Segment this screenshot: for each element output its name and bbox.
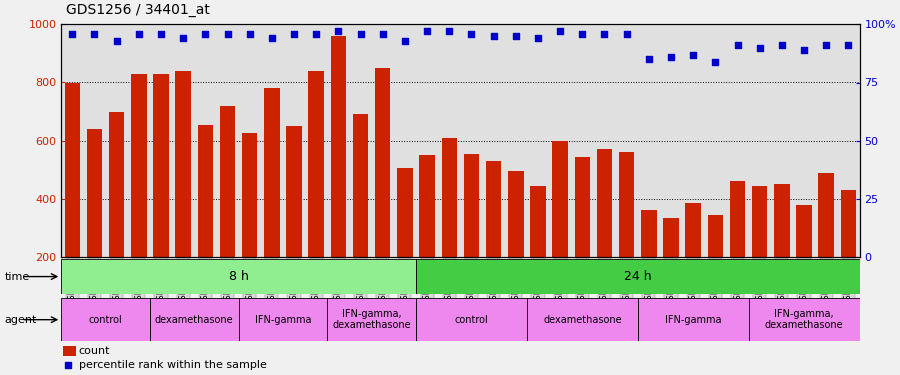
Bar bbox=[131, 74, 147, 257]
Bar bbox=[663, 217, 679, 257]
Text: IFN-gamma: IFN-gamma bbox=[665, 315, 722, 325]
Point bbox=[220, 31, 235, 37]
Point bbox=[531, 35, 545, 41]
Point bbox=[309, 31, 323, 37]
Bar bbox=[176, 71, 191, 257]
Point bbox=[198, 31, 212, 37]
Text: count: count bbox=[79, 346, 111, 356]
Bar bbox=[153, 74, 168, 257]
Bar bbox=[238, 298, 328, 341]
Bar bbox=[574, 157, 590, 257]
Point bbox=[598, 31, 612, 37]
Bar bbox=[796, 205, 812, 257]
Text: time: time bbox=[4, 272, 30, 282]
Text: 8 h: 8 h bbox=[229, 270, 248, 283]
Bar bbox=[619, 152, 634, 257]
Bar bbox=[150, 298, 238, 341]
Text: IFN-gamma,
dexamethasone: IFN-gamma, dexamethasone bbox=[332, 309, 411, 330]
Bar bbox=[416, 298, 526, 341]
Point bbox=[619, 31, 634, 37]
Bar bbox=[641, 210, 657, 257]
Text: IFN-gamma,
dexamethasone: IFN-gamma, dexamethasone bbox=[765, 309, 843, 330]
Point bbox=[708, 58, 723, 64]
Point bbox=[87, 31, 102, 37]
Text: percentile rank within the sample: percentile rank within the sample bbox=[79, 360, 266, 370]
Bar bbox=[242, 134, 257, 257]
Bar bbox=[328, 298, 416, 341]
Bar bbox=[730, 182, 745, 257]
Bar bbox=[375, 68, 391, 257]
Point bbox=[486, 33, 500, 39]
Bar bbox=[353, 114, 368, 257]
Bar bbox=[553, 141, 568, 257]
Bar bbox=[220, 106, 235, 257]
Point bbox=[287, 31, 302, 37]
Bar bbox=[61, 298, 150, 341]
Text: control: control bbox=[89, 315, 122, 325]
Bar bbox=[749, 298, 860, 341]
Bar bbox=[774, 184, 789, 257]
Text: IFN-gamma: IFN-gamma bbox=[255, 315, 311, 325]
Bar bbox=[442, 138, 457, 257]
Bar bbox=[752, 186, 768, 257]
Bar bbox=[198, 124, 213, 257]
Point bbox=[752, 45, 767, 51]
Bar bbox=[286, 126, 302, 257]
Point bbox=[110, 38, 124, 44]
Bar bbox=[397, 168, 413, 257]
Point bbox=[131, 31, 146, 37]
Point bbox=[442, 28, 456, 34]
Point bbox=[796, 47, 811, 53]
Bar bbox=[309, 71, 324, 257]
Point bbox=[553, 28, 567, 34]
Text: agent: agent bbox=[4, 315, 37, 325]
Bar bbox=[264, 88, 280, 257]
Point bbox=[354, 31, 368, 37]
Point bbox=[642, 56, 656, 62]
Point bbox=[686, 52, 700, 58]
Bar bbox=[330, 36, 346, 257]
Point bbox=[842, 42, 856, 48]
Bar bbox=[486, 161, 501, 257]
Bar bbox=[63, 346, 76, 356]
Text: dexamethasone: dexamethasone bbox=[543, 315, 622, 325]
Point bbox=[664, 54, 679, 60]
Text: GDS1256 / 34401_at: GDS1256 / 34401_at bbox=[66, 3, 210, 17]
Point bbox=[508, 33, 523, 39]
Bar bbox=[419, 155, 435, 257]
Point bbox=[331, 28, 346, 34]
Bar bbox=[65, 82, 80, 257]
Text: control: control bbox=[454, 315, 489, 325]
Point bbox=[375, 31, 390, 37]
Bar bbox=[464, 154, 479, 257]
Point bbox=[61, 362, 76, 368]
Bar bbox=[530, 186, 545, 257]
Bar bbox=[109, 112, 124, 257]
Point bbox=[242, 31, 256, 37]
Point bbox=[154, 31, 168, 37]
Point bbox=[775, 42, 789, 48]
Bar bbox=[841, 190, 856, 257]
Point bbox=[398, 38, 412, 44]
Bar bbox=[508, 171, 524, 257]
Point bbox=[575, 31, 590, 37]
Bar bbox=[416, 259, 860, 294]
Text: dexamethasone: dexamethasone bbox=[155, 315, 234, 325]
Bar bbox=[818, 172, 834, 257]
Point bbox=[819, 42, 833, 48]
Bar bbox=[707, 215, 723, 257]
Point bbox=[265, 35, 279, 41]
Bar bbox=[86, 129, 103, 257]
Point bbox=[65, 31, 79, 37]
Bar bbox=[638, 298, 749, 341]
Bar bbox=[526, 298, 638, 341]
Point bbox=[730, 42, 744, 48]
Point bbox=[176, 35, 191, 41]
Text: 24 h: 24 h bbox=[624, 270, 652, 283]
Bar bbox=[61, 259, 416, 294]
Point bbox=[464, 31, 479, 37]
Point bbox=[420, 28, 435, 34]
Bar bbox=[597, 149, 612, 257]
Bar bbox=[686, 203, 701, 257]
